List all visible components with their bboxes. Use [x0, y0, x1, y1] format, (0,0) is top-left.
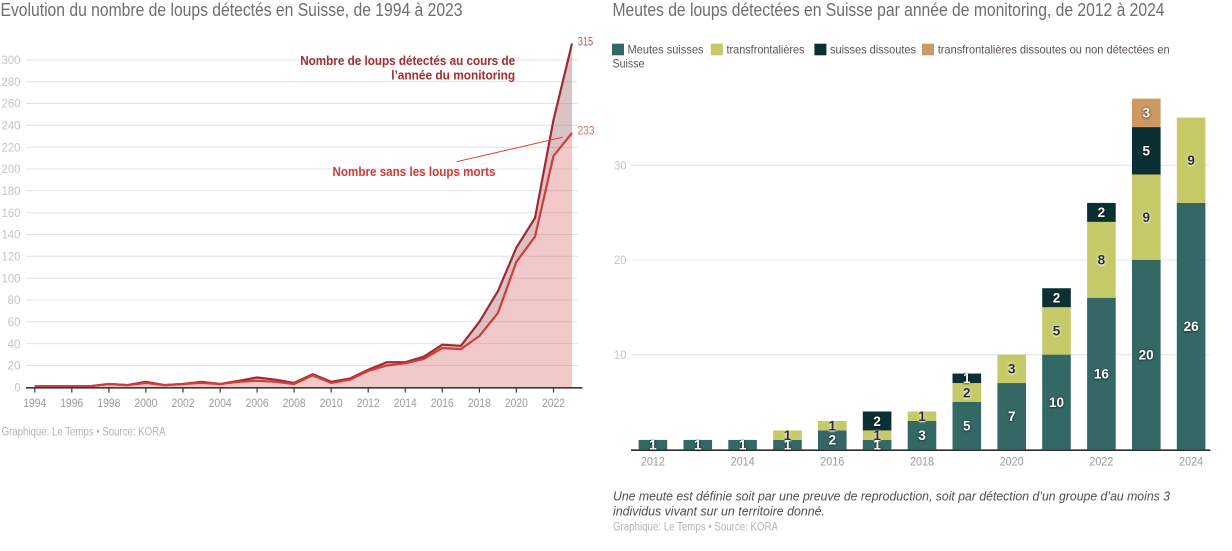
svg-text:1: 1 [649, 438, 657, 453]
svg-text:Graphique: Le Temps • Source:: Graphique: Le Temps • Source: KORA [2, 427, 166, 439]
svg-text:9: 9 [1187, 153, 1195, 168]
svg-text:5: 5 [1053, 324, 1061, 339]
svg-text:26: 26 [1184, 319, 1200, 334]
svg-text:260: 260 [2, 97, 21, 111]
svg-text:2024: 2024 [1179, 455, 1203, 469]
svg-text:2: 2 [829, 433, 837, 448]
svg-text:2016: 2016 [431, 396, 454, 410]
svg-text:240: 240 [2, 119, 21, 133]
svg-text:2022: 2022 [542, 396, 565, 410]
svg-text:Meutes de loups détectées en S: Meutes de loups détectées en Suisse par … [613, 0, 1165, 20]
svg-text:2020: 2020 [505, 396, 528, 410]
svg-text:8: 8 [1098, 253, 1106, 268]
svg-text:3: 3 [1008, 362, 1016, 377]
svg-text:1998: 1998 [97, 396, 120, 410]
svg-text:1: 1 [963, 371, 971, 386]
svg-text:220: 220 [2, 140, 21, 154]
svg-text:1: 1 [829, 419, 837, 434]
svg-text:10: 10 [1049, 395, 1064, 410]
svg-text:transfrontalières dissoutes ou: transfrontalières dissoutes ou non détec… [938, 42, 1170, 56]
svg-text:transfrontalières: transfrontalières [727, 42, 805, 56]
svg-text:233: 233 [578, 126, 595, 138]
svg-text:120: 120 [2, 250, 21, 264]
svg-text:2: 2 [873, 414, 881, 429]
svg-text:2: 2 [1053, 291, 1061, 306]
svg-text:7: 7 [1008, 409, 1016, 424]
svg-text:1: 1 [739, 438, 747, 453]
svg-text:100: 100 [2, 271, 21, 285]
svg-text:2018: 2018 [468, 396, 491, 410]
svg-text:60: 60 [8, 315, 21, 329]
svg-text:20: 20 [614, 253, 627, 267]
svg-text:300: 300 [2, 53, 21, 67]
svg-text:2014: 2014 [394, 396, 417, 410]
svg-text:2018: 2018 [910, 455, 934, 469]
svg-text:1994: 1994 [23, 396, 46, 410]
svg-text:2008: 2008 [283, 396, 306, 410]
svg-text:2014: 2014 [731, 455, 755, 469]
svg-text:315: 315 [578, 37, 594, 49]
svg-text:2004: 2004 [209, 396, 232, 410]
svg-text:5: 5 [1142, 144, 1150, 159]
svg-text:20: 20 [8, 359, 21, 373]
svg-text:1: 1 [873, 438, 881, 453]
svg-text:2006: 2006 [246, 396, 269, 410]
svg-text:suisses dissoutes: suisses dissoutes [830, 42, 916, 56]
svg-text:3: 3 [1142, 106, 1150, 121]
svg-text:Evolution du nombre de loups d: Evolution du nombre de loups détectés en… [1, 0, 463, 20]
svg-text:1996: 1996 [60, 396, 83, 410]
svg-text:2012: 2012 [641, 455, 665, 469]
svg-text:0: 0 [15, 381, 21, 395]
svg-text:200: 200 [2, 162, 21, 176]
svg-text:2: 2 [963, 385, 971, 400]
svg-text:280: 280 [2, 75, 21, 89]
svg-text:Meutes suisses: Meutes suisses [628, 42, 704, 56]
svg-text:Nombre de loups détectés au co: Nombre de loups détectés au cours de [300, 54, 515, 68]
svg-text:l’année du monitoring: l’année du monitoring [391, 69, 515, 83]
svg-text:2016: 2016 [820, 455, 844, 469]
svg-text:individus vivant sur un territ: individus vivant sur un territoire donné… [613, 504, 825, 518]
svg-text:30: 30 [614, 158, 627, 172]
svg-text:Graphique: Le Temps • Source:: Graphique: Le Temps • Source: KORA [613, 522, 778, 534]
svg-text:80: 80 [8, 293, 21, 307]
svg-text:40: 40 [8, 337, 21, 351]
svg-text:2012: 2012 [357, 396, 380, 410]
svg-text:1: 1 [784, 438, 792, 453]
svg-text:2010: 2010 [320, 396, 343, 410]
svg-text:10: 10 [614, 348, 627, 362]
svg-text:1: 1 [784, 428, 792, 443]
svg-text:2: 2 [1098, 205, 1106, 220]
svg-text:20: 20 [1139, 347, 1154, 362]
svg-text:Une meute est définie soit par: Une meute est définie soit par une preuv… [613, 489, 1170, 503]
svg-text:2020: 2020 [1000, 455, 1024, 469]
svg-text:1: 1 [694, 438, 702, 453]
svg-text:160: 160 [2, 206, 21, 220]
svg-text:2002: 2002 [172, 396, 195, 410]
svg-text:180: 180 [2, 184, 21, 198]
svg-text:5: 5 [963, 419, 971, 434]
svg-text:9: 9 [1142, 210, 1150, 225]
svg-text:1: 1 [918, 409, 926, 424]
svg-text:16: 16 [1094, 366, 1110, 381]
svg-text:Nombre sans les loups morts: Nombre sans les loups morts [333, 165, 496, 179]
svg-text:2022: 2022 [1089, 455, 1113, 469]
svg-text:140: 140 [2, 228, 21, 242]
svg-text:3: 3 [918, 428, 926, 443]
svg-text:1: 1 [873, 428, 881, 443]
svg-text:Suisse: Suisse [613, 57, 645, 71]
svg-text:2000: 2000 [134, 396, 157, 410]
